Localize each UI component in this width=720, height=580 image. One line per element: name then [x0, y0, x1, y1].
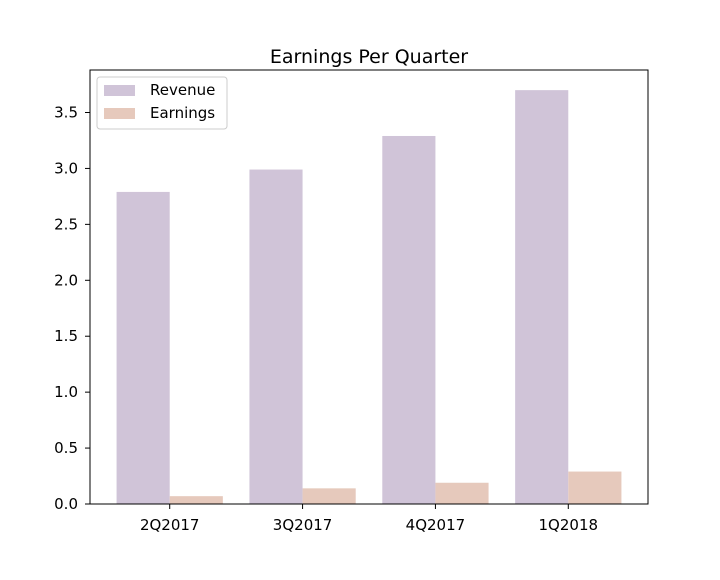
bar-earnings-3q2017: [302, 488, 356, 504]
legend-label-earnings: Earnings: [150, 104, 215, 122]
bar-revenue-4q2017: [382, 135, 436, 505]
legend-label-revenue: Revenue: [150, 81, 215, 99]
y-tick-label: 2.0: [54, 271, 78, 289]
legend: Revenue Earnings: [96, 76, 228, 130]
x-tick-label: 3Q2017: [273, 516, 333, 534]
x-tick-label: 1Q2018: [539, 516, 599, 534]
bar-revenue-2q2017: [116, 191, 170, 505]
y-tick-label: 2.5: [54, 215, 78, 233]
x-tick-label: 4Q2017: [406, 516, 466, 534]
legend-swatch-revenue: [104, 85, 135, 96]
chart-title: Earnings Per Quarter: [270, 46, 468, 68]
bar-earnings-1q2018: [568, 471, 622, 504]
legend-swatch-earnings: [104, 108, 135, 119]
y-tick-label: 1.5: [54, 327, 78, 345]
y-tick-label: 0.0: [54, 495, 78, 513]
bar-revenue-3q2017: [249, 169, 303, 505]
y-axis: 0.0 0.5 1.0 1.5 2.0 2.5 3.0 3.5: [54, 104, 90, 513]
bar-earnings-4q2017: [435, 482, 489, 504]
bars-layer: [116, 90, 622, 505]
y-tick-label: 3.0: [54, 159, 78, 177]
y-tick-label: 1.0: [54, 383, 78, 401]
y-tick-label: 3.5: [54, 104, 78, 122]
bar-earnings-2q2017: [169, 496, 223, 504]
x-axis: 2Q2017 3Q2017 4Q2017 1Q2018: [140, 504, 598, 534]
y-tick-label: 0.5: [54, 439, 78, 457]
plot-frame: [89, 69, 649, 505]
x-tick-label: 2Q2017: [140, 516, 200, 534]
bar-revenue-1q2018: [515, 90, 569, 504]
